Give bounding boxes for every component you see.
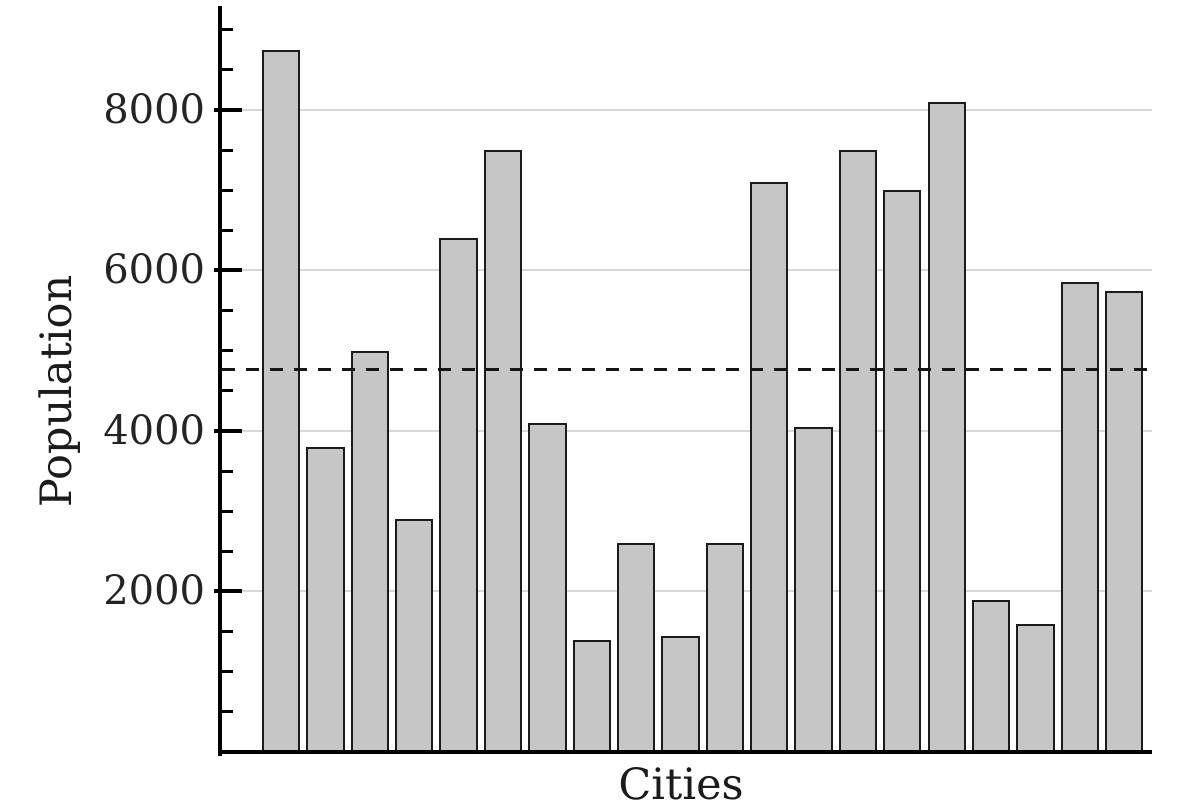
- bar: [395, 519, 434, 752]
- bar: [705, 543, 744, 752]
- bar: [927, 101, 966, 752]
- bar: [483, 150, 523, 752]
- bar: [439, 238, 478, 752]
- bar: [1060, 282, 1099, 752]
- bar: [1016, 623, 1055, 752]
- x-axis-title: Cities: [618, 760, 744, 810]
- y-gridline: [218, 429, 1152, 432]
- y-minor-tick: [218, 28, 233, 32]
- bar: [528, 422, 567, 752]
- y-gridline: [218, 269, 1152, 272]
- bar: [794, 426, 833, 752]
- bar: [616, 543, 656, 752]
- y-minor-tick: [218, 710, 233, 714]
- x-axis-line: [218, 750, 1152, 754]
- y-minor-tick: [218, 389, 233, 393]
- y-minor-tick: [218, 188, 233, 192]
- y-gridline: [218, 590, 1152, 593]
- y-minor-tick: [218, 349, 233, 353]
- y-minor-tick: [218, 148, 233, 152]
- bar: [661, 635, 700, 752]
- y-major-tick: [214, 268, 242, 273]
- bar: [572, 639, 611, 752]
- y-minor-tick: [218, 469, 233, 473]
- y-major-tick: [214, 428, 242, 433]
- y-minor-tick: [218, 228, 233, 232]
- bar: [1105, 290, 1144, 752]
- y-axis-line: [218, 6, 222, 756]
- y-minor-tick: [218, 549, 233, 553]
- y-major-tick: [214, 107, 242, 112]
- y-tick-label: 4000: [103, 407, 205, 454]
- y-gridline: [218, 108, 1152, 111]
- bar: [838, 150, 878, 752]
- dashed-mean-line: [222, 367, 1152, 371]
- y-tick-label: 6000: [103, 247, 205, 294]
- bar: [306, 447, 345, 752]
- bar: [350, 350, 390, 752]
- y-tick-label: 8000: [103, 86, 205, 133]
- y-major-tick: [214, 589, 242, 594]
- bar: [971, 599, 1011, 752]
- y-tick-label: 2000: [103, 568, 205, 615]
- y-minor-tick: [218, 670, 233, 674]
- y-axis-title: Population: [32, 274, 82, 508]
- y-minor-tick: [218, 630, 233, 634]
- y-minor-tick: [218, 509, 233, 513]
- bar: [262, 49, 301, 752]
- y-minor-tick: [218, 68, 233, 72]
- y-minor-tick: [218, 309, 233, 313]
- bar: [883, 190, 922, 752]
- bar: [750, 182, 789, 752]
